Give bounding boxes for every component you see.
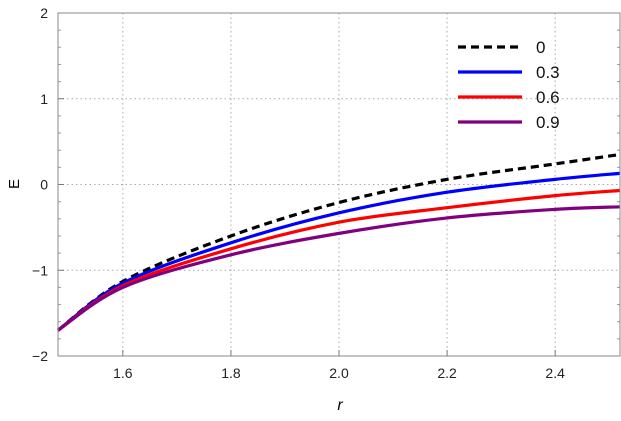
y-tick-label: 0 [40, 177, 48, 193]
y-tick-label: 2 [40, 5, 48, 21]
y-axis-label: E [6, 179, 23, 189]
y-tick-label: −2 [32, 348, 48, 364]
legend-label: 0.3 [536, 63, 560, 82]
x-tick-label: 1.8 [221, 365, 241, 381]
series-group [57, 152, 621, 332]
x-axis-label: r [337, 397, 343, 414]
series-line-0.3 [57, 171, 621, 332]
x-tick-label: 1.6 [113, 365, 133, 381]
x-tick-label: 2.0 [329, 365, 349, 381]
legend: 0 0.3 0.6 0.9 [458, 38, 560, 132]
y-tick-label: 1 [40, 91, 48, 107]
x-tick-label: 2.4 [545, 365, 565, 381]
series-line-0.6 [57, 188, 621, 332]
axes: 1.6 1.8 2.0 2.2 2.4 −2 −1 0 1 2 [32, 5, 621, 381]
legend-label: 0.6 [536, 88, 560, 107]
legend-label: 0.9 [536, 113, 560, 132]
y-tick-label: −1 [32, 262, 48, 278]
series-line-0.9 [57, 205, 621, 332]
plot-frame [57, 12, 621, 357]
x-tick-label: 2.2 [437, 365, 457, 381]
grid [58, 13, 620, 356]
legend-label: 0 [536, 38, 545, 57]
